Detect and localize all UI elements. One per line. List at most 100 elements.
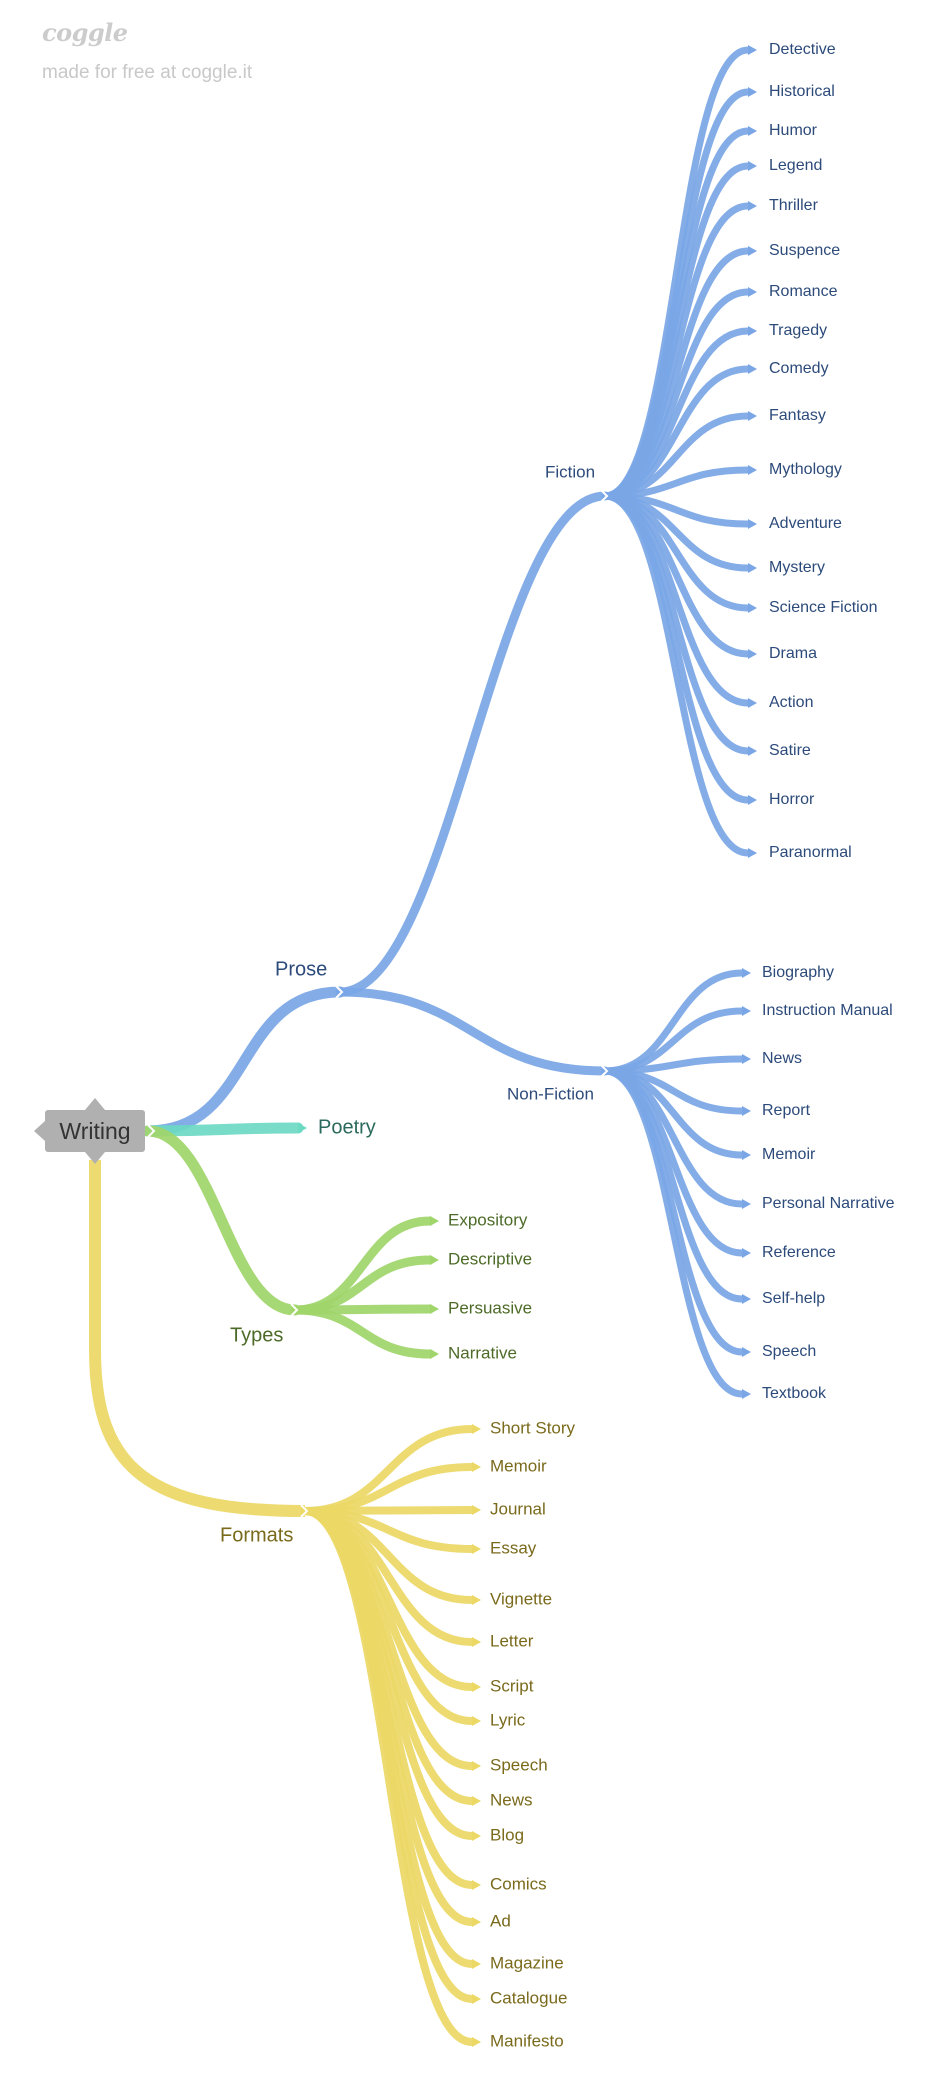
arrow-biography-icon[interactable] — [742, 968, 751, 978]
arrow-paranormal-icon[interactable] — [748, 848, 757, 858]
leaf-format-ad[interactable]: Ad — [490, 1911, 511, 1930]
leaf-format-speech[interactable]: Speech — [490, 1755, 548, 1774]
leaf-adventure[interactable]: Adventure — [769, 515, 842, 532]
leaf-narrative[interactable]: Narrative — [448, 1343, 517, 1362]
arrow-format-blog-icon[interactable] — [472, 1831, 481, 1841]
node-poetry[interactable]: Poetry — [318, 1116, 376, 1138]
leaf-nf-biography[interactable]: Biography — [762, 964, 834, 981]
node-non-fiction[interactable]: Non-Fiction — [507, 1084, 594, 1103]
leaf-format-catalogue[interactable]: Catalogue — [490, 1988, 568, 2007]
leaf-nf-textbook[interactable]: Textbook — [762, 1385, 827, 1402]
arrow-fantasy-icon[interactable] — [748, 411, 757, 421]
prose-collapse-icon[interactable] — [335, 985, 344, 999]
leaf-format-vignette[interactable]: Vignette — [490, 1589, 552, 1608]
arrow-science-fiction-icon[interactable] — [748, 603, 757, 613]
root-expander-left-icon[interactable] — [34, 1121, 45, 1141]
leaf-nf-memoir[interactable]: Memoir — [762, 1146, 816, 1163]
leaf-nf-instruction-manual[interactable]: Instruction Manual — [762, 1002, 893, 1019]
arrow-format-essay-icon[interactable] — [472, 1544, 481, 1554]
leaf-expository[interactable]: Expository — [448, 1210, 528, 1229]
arrow-format-journal-icon[interactable] — [472, 1505, 481, 1515]
arrow-suspence-icon[interactable] — [748, 246, 757, 256]
arrow-drama-icon[interactable] — [748, 649, 757, 659]
arrow-descriptive-icon[interactable] — [430, 1255, 439, 1265]
leaf-persuasive[interactable]: Persuasive — [448, 1298, 532, 1317]
nonfiction-collapse-icon[interactable] — [600, 1064, 609, 1078]
arrow-expository-icon[interactable] — [430, 1216, 439, 1226]
leaf-romance[interactable]: Romance — [769, 283, 838, 300]
leaf-humor[interactable]: Humor — [769, 122, 818, 139]
leaf-nf-personal-narrative[interactable]: Personal Narrative — [762, 1195, 895, 1212]
arrow-format-news-icon[interactable] — [472, 1796, 481, 1806]
node-prose[interactable]: Prose — [275, 958, 327, 980]
leaf-format-magazine[interactable]: Magazine — [490, 1953, 564, 1972]
arrow-persuasive-icon[interactable] — [430, 1304, 439, 1314]
arrow-report-icon[interactable] — [742, 1106, 751, 1116]
arrow-comedy-icon[interactable] — [748, 364, 757, 374]
formats-collapse-icon[interactable] — [300, 1504, 309, 1518]
arrow-action-icon[interactable] — [748, 698, 757, 708]
root-expander-up-icon[interactable] — [85, 1098, 105, 1110]
leaf-paranormal[interactable]: Paranormal — [769, 844, 852, 861]
arrow-narrative-icon[interactable] — [430, 1349, 439, 1359]
leaf-satire[interactable]: Satire — [769, 742, 811, 759]
arrow-horror-icon[interactable] — [748, 795, 757, 805]
arrow-format-ad-icon[interactable] — [472, 1917, 481, 1927]
arrow-historical-icon[interactable] — [748, 87, 757, 97]
leaf-format-manifesto[interactable]: Manifesto — [490, 2031, 564, 2050]
leaf-nf-self-help[interactable]: Self-help — [762, 1290, 825, 1307]
arrow-instruction-manual-icon[interactable] — [742, 1006, 751, 1016]
arrow-format-magazine-icon[interactable] — [472, 1959, 481, 1969]
arrow-legend-icon[interactable] — [748, 161, 757, 171]
arrow-speech-icon[interactable] — [742, 1347, 751, 1357]
arrow-tragedy-icon[interactable] — [748, 326, 757, 336]
arrow-format-script-icon[interactable] — [472, 1682, 481, 1692]
arrow-format-lyric-icon[interactable] — [472, 1716, 481, 1726]
leaf-science-fiction[interactable]: Science Fiction — [769, 599, 878, 616]
arrow-romance-icon[interactable] — [748, 287, 757, 297]
root-collapse-icon[interactable] — [147, 1124, 156, 1138]
leaf-format-script[interactable]: Script — [490, 1676, 534, 1695]
leaf-fantasy[interactable]: Fantasy — [769, 407, 826, 424]
leaf-tragedy[interactable]: Tragedy — [769, 322, 827, 339]
root-node-writing[interactable]: Writing — [45, 1110, 145, 1152]
leaf-historical[interactable]: Historical — [769, 83, 835, 100]
leaf-format-journal[interactable]: Journal — [490, 1499, 546, 1518]
fiction-collapse-icon[interactable] — [600, 489, 609, 503]
arrow-news-icon[interactable] — [742, 1054, 751, 1064]
leaf-format-letter[interactable]: Letter — [490, 1631, 534, 1650]
leaf-mystery[interactable]: Mystery — [769, 559, 825, 576]
leaf-format-blog[interactable]: Blog — [490, 1825, 524, 1844]
arrow-format-vignette-icon[interactable] — [472, 1595, 481, 1605]
leaf-action[interactable]: Action — [769, 694, 813, 711]
leaf-format-essay[interactable]: Essay — [490, 1538, 537, 1557]
arrow-memoir-icon[interactable] — [742, 1150, 751, 1160]
types-collapse-icon[interactable] — [290, 1303, 299, 1317]
leaf-format-lyric[interactable]: Lyric — [490, 1710, 526, 1729]
poetry-expand-icon[interactable] — [298, 1123, 307, 1133]
arrow-format-comics-icon[interactable] — [472, 1880, 481, 1890]
leaf-format-news[interactable]: News — [490, 1790, 533, 1809]
leaf-format-memoir[interactable]: Memoir — [490, 1456, 547, 1475]
leaf-format-short-story[interactable]: Short Story — [490, 1418, 576, 1437]
leaf-drama[interactable]: Drama — [769, 645, 817, 662]
arrow-reference-icon[interactable] — [742, 1248, 751, 1258]
leaf-legend[interactable]: Legend — [769, 157, 822, 174]
arrow-format-manifesto-icon[interactable] — [472, 2037, 481, 2047]
root-expander-down-icon[interactable] — [85, 1152, 105, 1164]
leaf-detective[interactable]: Detective — [769, 41, 836, 58]
leaf-nf-speech[interactable]: Speech — [762, 1343, 816, 1360]
node-fiction[interactable]: Fiction — [545, 462, 595, 481]
arrow-format-catalogue-icon[interactable] — [472, 1994, 481, 2004]
leaf-nf-reference[interactable]: Reference — [762, 1244, 836, 1261]
leaf-comedy[interactable]: Comedy — [769, 360, 829, 377]
arrow-satire-icon[interactable] — [748, 746, 757, 756]
arrow-humor-icon[interactable] — [748, 126, 757, 136]
arrow-format-short-story-icon[interactable] — [472, 1424, 481, 1434]
arrow-personal-narrative-icon[interactable] — [742, 1199, 751, 1209]
arrow-self-help-icon[interactable] — [742, 1294, 751, 1304]
arrow-detective-icon[interactable] — [748, 45, 757, 55]
arrow-mystery-icon[interactable] — [748, 563, 757, 573]
node-formats[interactable]: Formats — [220, 1524, 293, 1546]
arrow-mythology-icon[interactable] — [748, 465, 757, 475]
